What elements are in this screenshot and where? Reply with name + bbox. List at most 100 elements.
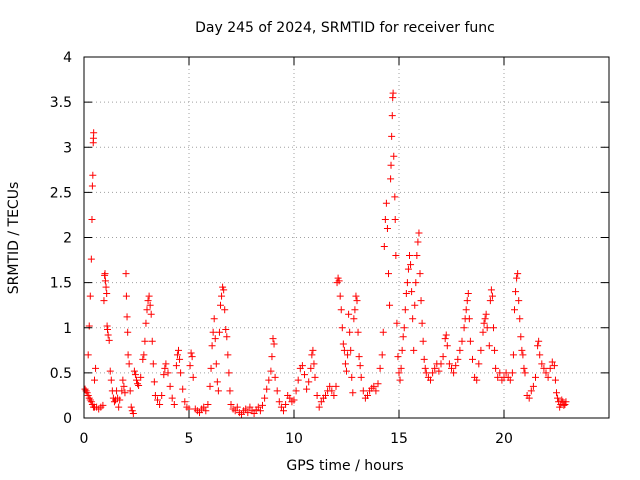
data-point [125, 360, 133, 368]
data-point [315, 403, 323, 411]
data-point [548, 358, 556, 366]
data-point [86, 396, 94, 404]
data-point [359, 387, 367, 395]
data-point [301, 371, 308, 379]
data-point [250, 409, 258, 417]
data-point [86, 292, 94, 300]
data-point [383, 224, 391, 232]
data-point [126, 387, 134, 395]
data-point [137, 373, 145, 381]
data-point [213, 378, 221, 386]
data-point [450, 369, 458, 377]
data-point [529, 382, 537, 390]
x-tick-label: 20 [495, 431, 513, 447]
data-point [332, 382, 340, 390]
data-point [560, 401, 568, 409]
data-point [395, 369, 403, 377]
data-point [410, 346, 418, 354]
data-point [102, 283, 110, 291]
data-point [122, 270, 130, 278]
data-point [142, 319, 150, 327]
data-point [124, 328, 132, 336]
data-point [124, 351, 132, 359]
data-point [387, 161, 395, 169]
data-point [403, 279, 411, 287]
data-point [326, 382, 334, 390]
data-point [338, 324, 346, 332]
data-point [393, 319, 401, 327]
data-point [158, 391, 166, 399]
data-point [170, 400, 178, 408]
data-point [454, 355, 462, 363]
data-point [90, 129, 98, 137]
x-tick-label: 10 [285, 431, 303, 447]
data-point [391, 215, 399, 223]
data-point [115, 403, 123, 411]
data-point [156, 400, 164, 408]
data-point [181, 398, 189, 406]
data-point [488, 292, 496, 300]
data-point [298, 362, 306, 370]
y-tick-label: 3.5 [50, 95, 72, 111]
data-point [215, 328, 223, 336]
data-point [398, 346, 406, 354]
data-point [416, 270, 424, 278]
data-point [411, 301, 419, 309]
data-point [494, 373, 502, 381]
data-point [99, 401, 107, 409]
data-point [483, 324, 491, 332]
data-point [534, 342, 542, 350]
data-point [550, 362, 558, 370]
data-point [535, 337, 543, 345]
x-tick-label: 5 [185, 431, 194, 447]
data-point [417, 297, 425, 305]
data-point [177, 369, 185, 377]
data-point [544, 373, 552, 381]
x-axis-label: GPS time / hours [286, 458, 403, 474]
data-point [465, 315, 473, 323]
data-point [280, 407, 287, 415]
data-point [268, 353, 276, 361]
data-point [527, 387, 535, 395]
data-point [244, 409, 252, 417]
data-point [160, 371, 168, 379]
data-point [491, 346, 499, 354]
y-tick-label: 4 [63, 50, 72, 66]
data-point [443, 342, 451, 350]
data-point [127, 403, 135, 411]
data-point [352, 292, 360, 300]
data-point [536, 351, 544, 359]
data-point [414, 238, 422, 246]
data-point [506, 376, 514, 384]
data-point [386, 301, 394, 309]
data-point [224, 351, 232, 359]
data-point [420, 355, 428, 363]
data-point [311, 373, 319, 381]
data-point [391, 193, 399, 201]
data-point [233, 403, 241, 411]
data-point [110, 398, 118, 406]
data-point [346, 328, 354, 336]
data-point [189, 373, 197, 381]
data-point [502, 369, 510, 377]
data-point [485, 342, 493, 350]
data-point [511, 306, 518, 314]
data-point [238, 410, 245, 418]
data-point [376, 364, 384, 372]
data-point [88, 215, 96, 223]
data-point [439, 353, 447, 361]
data-point [277, 403, 285, 411]
data-point [429, 369, 437, 377]
data-point [226, 387, 234, 395]
data-point [512, 288, 520, 296]
data-point [107, 376, 115, 384]
data-point [317, 398, 325, 406]
data-point [100, 297, 108, 305]
y-tick-label: 0 [63, 411, 72, 427]
data-point [146, 301, 154, 309]
data-point [122, 292, 130, 300]
data-point [206, 382, 214, 390]
data-point [516, 315, 524, 323]
data-point [509, 351, 517, 359]
data-point [275, 398, 283, 406]
